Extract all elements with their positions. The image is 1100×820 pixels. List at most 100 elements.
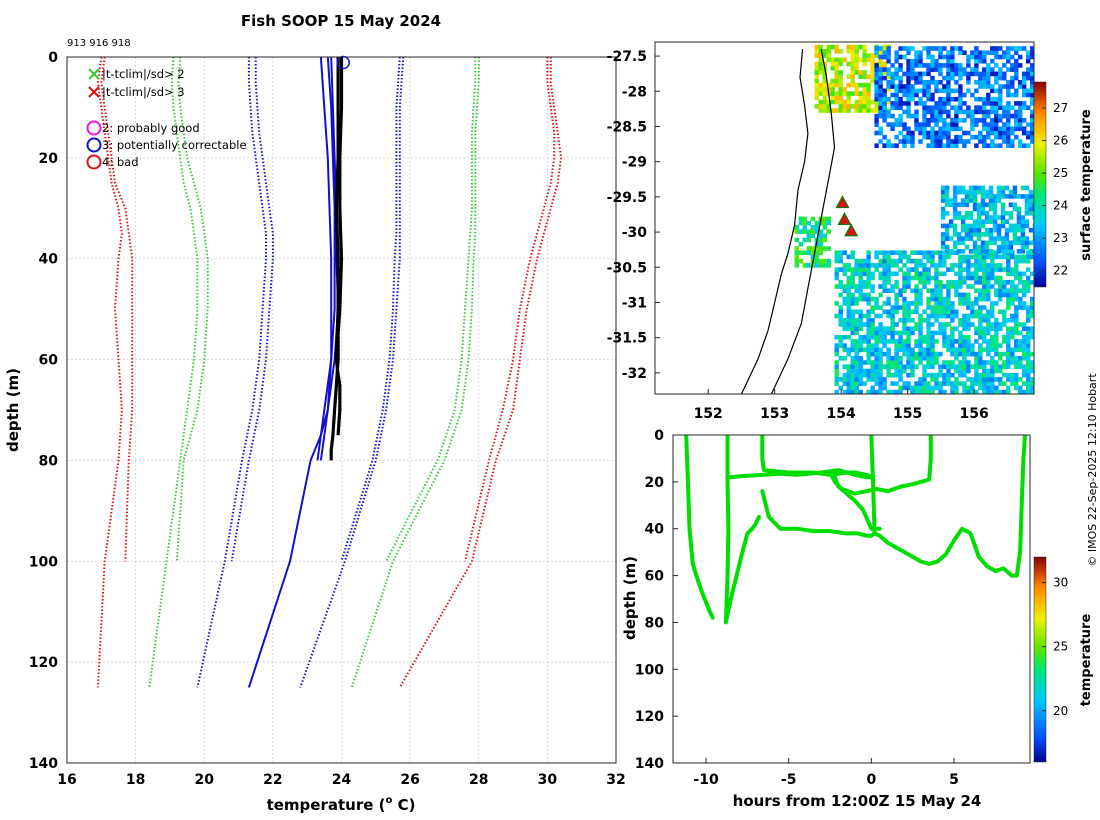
- sst-cell: [894, 280, 899, 285]
- sst-cell: [986, 101, 991, 106]
- sst-cell: [970, 351, 975, 357]
- sst-cell: [930, 330, 935, 336]
- sst-cell: [846, 301, 851, 306]
- sst-cell: [974, 313, 979, 319]
- sst-cell: [882, 50, 887, 55]
- sst-cell: [918, 122, 923, 127]
- sst-cell: [934, 250, 939, 255]
- sst-cell: [898, 318, 903, 323]
- sst-cell: [1022, 326, 1027, 331]
- sst-cell: [954, 385, 959, 391]
- sst-cell: [1014, 67, 1019, 72]
- sst-cell: [918, 389, 923, 394]
- sst-cell: [794, 246, 799, 251]
- sst-cell: [1008, 215, 1014, 220]
- sst-cell: [994, 347, 999, 353]
- sst-cell: [882, 250, 887, 255]
- sst-cell: [902, 139, 907, 144]
- sst-cell: [878, 71, 883, 77]
- sst-cell: [958, 372, 963, 378]
- sst-cell: [986, 280, 991, 285]
- sst-cell: [934, 139, 939, 144]
- sst-cell: [930, 67, 935, 72]
- sst-cell: [1020, 232, 1026, 237]
- sst-cell: [946, 50, 951, 55]
- sst-cell: [934, 339, 939, 344]
- sst-cell: [1000, 249, 1006, 254]
- sst-cell: [882, 70, 887, 75]
- sst-cell: [962, 385, 967, 391]
- waterfall-y-tick-label: 140: [635, 756, 664, 772]
- sst-cell: [814, 70, 819, 75]
- sst-cell: [974, 296, 979, 302]
- sst-cell: [854, 271, 859, 277]
- sst-cell: [906, 271, 911, 277]
- sst-cell: [938, 381, 943, 386]
- sst-cell: [930, 292, 935, 298]
- sst-cell: [1000, 211, 1006, 216]
- sst-cell: [990, 284, 995, 289]
- map-y-tick-label: -28: [622, 84, 647, 100]
- sst-cell: [934, 356, 939, 361]
- sst-cell: [988, 202, 994, 208]
- profile-line-clim-2sd-hi-b: [385, 57, 477, 562]
- sst-cell: [978, 322, 983, 327]
- sst-cell: [942, 84, 947, 89]
- sst-cell: [962, 143, 967, 148]
- sst-cell: [938, 368, 943, 374]
- sst-cell: [874, 84, 879, 89]
- sst-cell: [1002, 322, 1007, 327]
- sst-cell: [982, 267, 987, 272]
- sst-cell: [982, 126, 987, 132]
- sst-cell: [1022, 339, 1027, 344]
- sst-cell: [810, 254, 815, 260]
- sst-cell: [914, 296, 919, 302]
- station-marker: [835, 195, 850, 209]
- sst-cell: [974, 309, 979, 315]
- sst-cell: [974, 351, 979, 357]
- sst-cell: [878, 57, 883, 63]
- sst-cell: [1030, 96, 1034, 102]
- sst-cell: [898, 292, 903, 298]
- sst-cell: [918, 347, 923, 353]
- sst-cell: [1004, 194, 1010, 199]
- sst-cell: [810, 233, 815, 239]
- sst-cell: [886, 351, 891, 357]
- sst-cell: [874, 267, 879, 272]
- sst-cell: [846, 292, 851, 298]
- sst-cell: [894, 118, 899, 123]
- sst-cell: [906, 258, 911, 264]
- sst-cell: [922, 130, 927, 136]
- legend-entry-label: 4: bad: [102, 155, 139, 169]
- sst-cell: [994, 301, 999, 306]
- waterfall-track-leg-4: [728, 468, 874, 480]
- legend-cross-marker: [88, 86, 100, 98]
- sst-cell: [826, 44, 831, 50]
- sst-cell: [990, 360, 995, 365]
- sst-cell: [986, 330, 991, 336]
- sst-cell: [858, 322, 863, 327]
- sst-cell: [902, 134, 907, 140]
- sst-cell: [870, 70, 875, 75]
- sst-cell: [940, 240, 946, 246]
- profile-x-tick-label: 20: [195, 772, 215, 788]
- sst-cell: [954, 364, 959, 369]
- sst-cell: [980, 223, 986, 229]
- sst-cell: [1016, 194, 1022, 199]
- sst-cell: [854, 288, 859, 293]
- sst-cell: [1026, 50, 1031, 55]
- sst-cell: [906, 318, 911, 323]
- sst-cell: [946, 134, 951, 140]
- sst-cell: [938, 271, 943, 277]
- sst-cell: [1014, 296, 1019, 302]
- sst-cell: [994, 134, 999, 140]
- sst-cell: [1028, 194, 1034, 199]
- sst-cell: [926, 105, 931, 110]
- sst-cell: [950, 143, 955, 148]
- sst-cell: [862, 292, 867, 298]
- sst-cell: [830, 78, 835, 84]
- sst-cell: [982, 258, 987, 264]
- sst-cell: [958, 84, 963, 89]
- sst-cell: [942, 101, 947, 106]
- sst-cell: [1022, 105, 1027, 110]
